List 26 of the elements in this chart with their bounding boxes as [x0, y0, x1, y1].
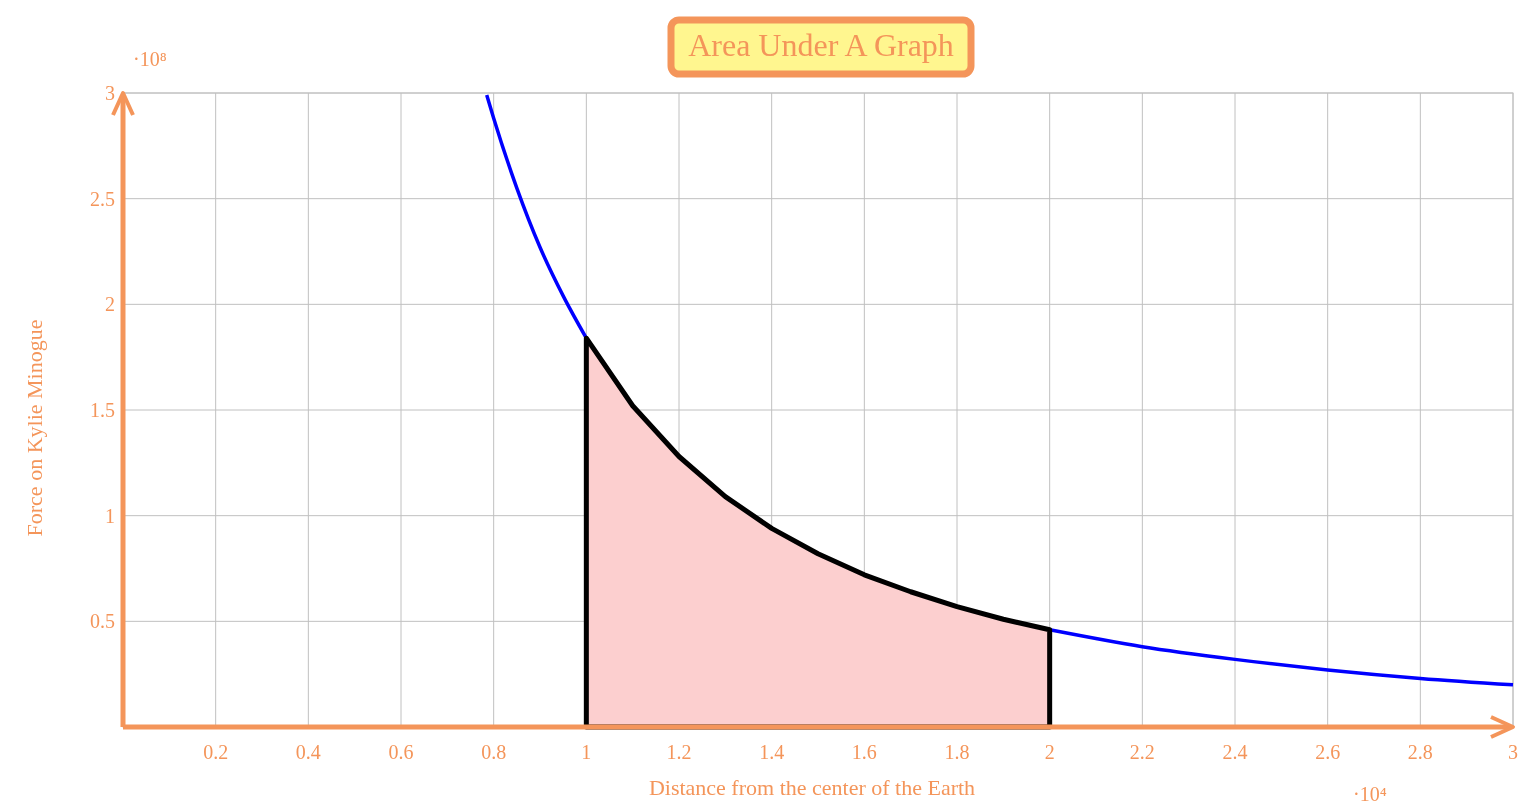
x-tick-label: 1: [581, 741, 592, 763]
x-tick-label: 1.8: [944, 741, 970, 763]
x-tick-label: 0.4: [295, 741, 321, 763]
x-tick-label: 0.2: [203, 741, 229, 763]
x-tick-label: 2.6: [1315, 741, 1341, 763]
x-tick-label: 2.2: [1129, 741, 1155, 763]
text: ·10⁴: [1353, 783, 1387, 805]
x-tick-label: 1.4: [759, 741, 785, 763]
x-tick-label: 2.4: [1222, 741, 1248, 763]
x-tick-label: 3: [1508, 741, 1518, 763]
x-tick-label: 0.8: [481, 741, 507, 763]
y-tick-label: 2.5: [90, 187, 115, 210]
x-tick-label: 2: [1044, 741, 1055, 763]
x-tick-label: 1.6: [851, 741, 877, 763]
x-tick-label: 0.6: [388, 741, 414, 763]
x-axis-title: Distance from the center of the Earth: [648, 775, 976, 800]
y-tick-label: 3: [105, 82, 115, 104]
y-tick-label: 1: [105, 504, 115, 527]
y-tick-label: 2: [105, 293, 115, 316]
text: ·10⁸: [133, 48, 167, 70]
y-tick-label: 0.5: [90, 610, 115, 633]
chart-title: Area Under A Graph: [688, 27, 954, 63]
y-tick-label: 1.5: [90, 399, 115, 421]
x-tick-label: 1.2: [666, 741, 692, 763]
x-tick-label: 2.8: [1407, 741, 1433, 763]
y-axis-title: Force on Kylie Minogue: [22, 319, 47, 537]
